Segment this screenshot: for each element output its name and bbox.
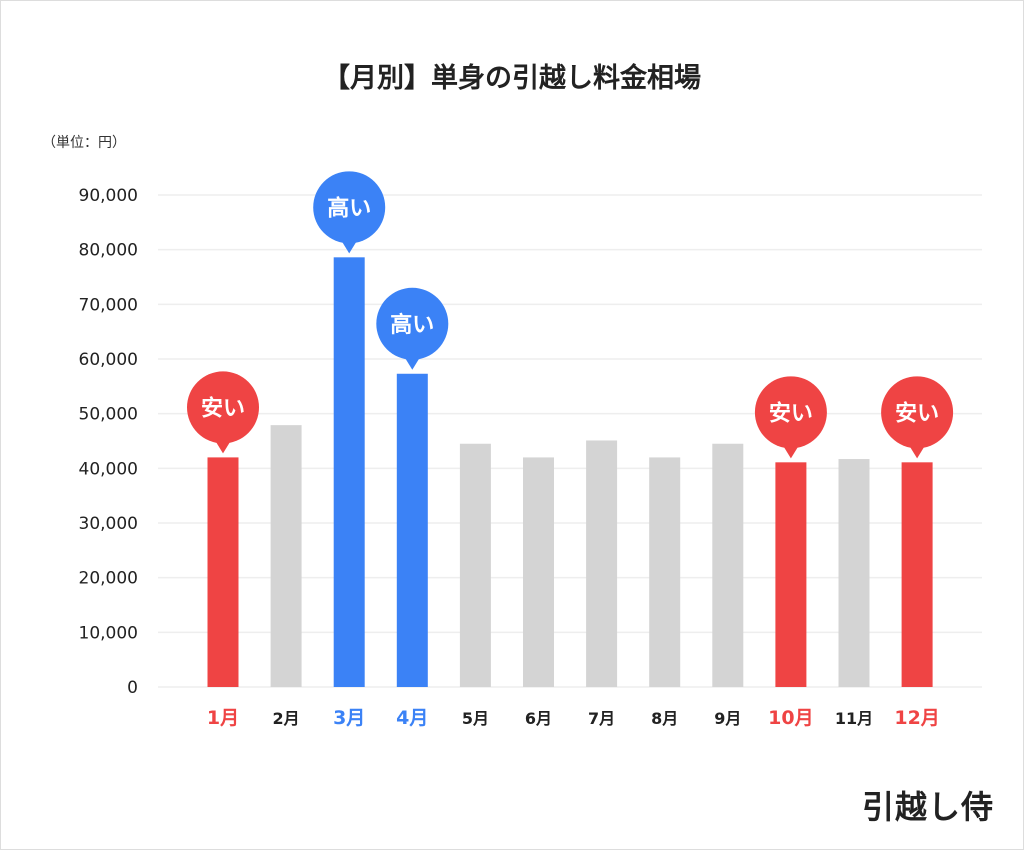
x-tick-label: 7月 — [588, 709, 615, 728]
bar-7月 — [586, 440, 618, 687]
callout-label-low: 安い — [201, 395, 245, 421]
x-tick-label: 6月 — [525, 709, 552, 728]
callout-pointer — [404, 356, 421, 370]
callout-pointer — [782, 445, 799, 459]
callout-bubble — [754, 376, 827, 449]
callout-pointer — [909, 445, 926, 459]
bar-5月 — [459, 443, 491, 687]
x-tick-label: 1月 — [207, 707, 239, 729]
unit-label: （単位：円） — [42, 135, 126, 151]
bar-6月 — [523, 457, 554, 687]
bar-11月 — [838, 459, 870, 687]
x-tick-label: 11月 — [835, 709, 873, 728]
y-tick-label: 40,000 — [79, 459, 138, 479]
x-tick-label: 2月 — [273, 709, 300, 728]
callout-label-high: 高い — [327, 195, 371, 221]
y-tick-label: 80,000 — [79, 241, 138, 261]
bar-12月 — [901, 462, 933, 687]
bar-10月 — [775, 462, 807, 687]
bar-4月 — [396, 373, 428, 687]
bar-9月 — [712, 443, 744, 687]
chart-title: 【月別】単身の引越し料金相場 — [323, 63, 701, 94]
callout-bubble — [313, 171, 386, 244]
y-tick-label: 30,000 — [79, 514, 138, 534]
y-tick-label: 50,000 — [79, 405, 138, 425]
y-tick-label: 0 — [127, 678, 138, 698]
x-tick-label: 4月 — [396, 707, 428, 729]
x-tick-label: 10月 — [768, 707, 813, 729]
callout-pointer — [341, 240, 358, 254]
y-tick-label: 70,000 — [79, 295, 138, 315]
callout-bubble — [376, 287, 449, 360]
callout-label-low: 安い — [769, 400, 813, 426]
x-tick-label: 3月 — [333, 707, 365, 729]
y-tick-label: 60,000 — [79, 350, 138, 370]
brand-logo: 引越し侍 — [861, 788, 994, 826]
callout-bubble — [187, 371, 259, 444]
y-tick-label: 90,000 — [79, 186, 138, 206]
bar-8月 — [649, 457, 681, 687]
x-tick-label: 9月 — [714, 709, 741, 728]
bar-1月 — [207, 457, 239, 687]
bar-2月 — [270, 425, 302, 687]
x-tick-label: 5月 — [462, 709, 489, 728]
x-tick-label: 8月 — [651, 709, 678, 728]
x-tick-label: 12月 — [894, 707, 939, 729]
y-tick-label: 20,000 — [79, 569, 138, 589]
y-tick-label: 10,000 — [79, 623, 138, 643]
callout-pointer — [215, 440, 231, 454]
callout-label-low: 安い — [895, 400, 939, 426]
callout-label-high: 高い — [390, 312, 434, 338]
callout-bubble — [881, 376, 954, 449]
bar-3月 — [333, 257, 365, 687]
